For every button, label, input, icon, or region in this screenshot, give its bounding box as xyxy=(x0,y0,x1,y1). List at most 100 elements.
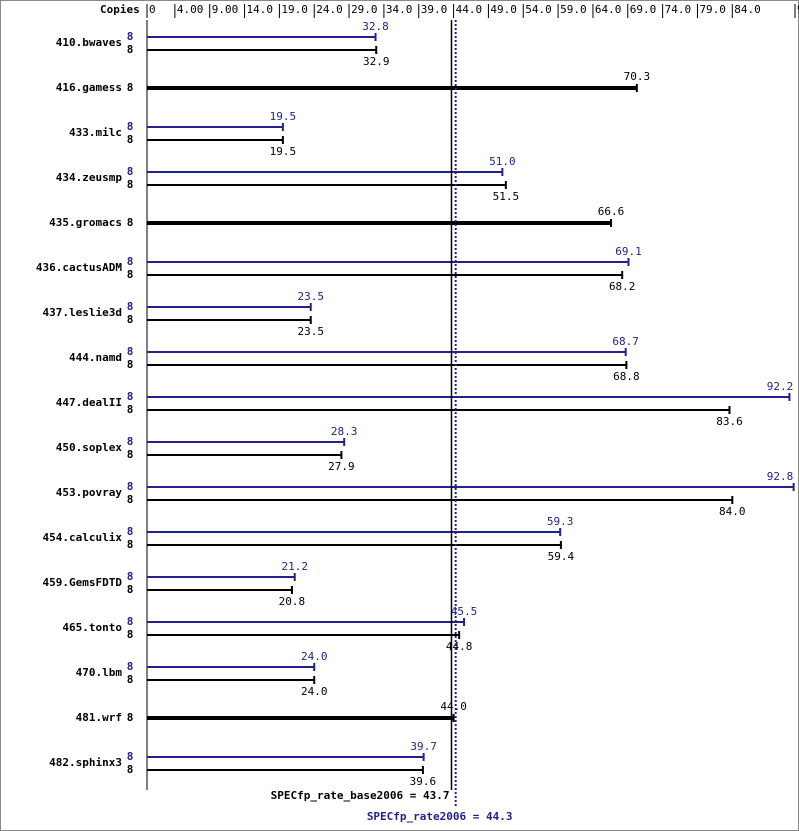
copies-label: 8 xyxy=(127,628,134,641)
bar xyxy=(147,319,311,321)
bar xyxy=(147,261,629,263)
bar xyxy=(147,49,377,51)
copies-label: 8 xyxy=(127,216,134,229)
value-label: 59.4 xyxy=(548,550,575,563)
copies-label: 8 xyxy=(127,711,134,724)
value-label: 92.2 xyxy=(767,380,794,393)
value-label: 32.8 xyxy=(362,20,389,33)
bar xyxy=(147,679,315,681)
category-label: 410.bwaves xyxy=(56,36,122,49)
copies-label: 8 xyxy=(127,255,134,268)
value-label: 69.1 xyxy=(615,245,642,258)
value-label: 19.5 xyxy=(270,110,297,123)
category-label: 435.gromacs xyxy=(49,216,122,229)
value-label: 92.8 xyxy=(767,470,794,483)
x-tick-label: 79.0 xyxy=(699,3,726,16)
value-label: 45.5 xyxy=(451,605,478,618)
x-tick-label: 49.0 xyxy=(490,3,516,16)
category-label: 453.povray xyxy=(56,486,123,499)
x-tick-label: 44.0 xyxy=(456,3,483,16)
bar xyxy=(147,221,612,225)
bar xyxy=(147,716,454,720)
bar xyxy=(147,351,626,353)
value-label: 24.0 xyxy=(301,650,328,663)
bar xyxy=(147,499,733,501)
category-label: 470.lbm xyxy=(76,666,123,679)
value-label: 23.5 xyxy=(297,325,324,338)
bar xyxy=(147,756,424,758)
value-label: 28.3 xyxy=(331,425,358,438)
reference-label: SPECfp_rate_base2006 = 43.7 xyxy=(271,789,450,802)
copies-label: 8 xyxy=(127,570,134,583)
category-label: 465.tonto xyxy=(62,621,122,634)
copies-label: 8 xyxy=(127,660,134,673)
category-label: 459.GemsFDTD xyxy=(43,576,123,589)
copies-label: 8 xyxy=(127,583,134,596)
bar xyxy=(147,531,561,533)
copies-label: 8 xyxy=(127,538,134,551)
bar xyxy=(147,621,465,623)
category-label: 447.dealII xyxy=(56,396,122,409)
bar xyxy=(147,36,376,38)
copies-label: 8 xyxy=(127,673,134,686)
value-label: 84.0 xyxy=(719,505,746,518)
x-tick-label: 19.0 xyxy=(281,3,308,16)
x-tick-label: 9.00 xyxy=(212,3,239,16)
copies-label: 8 xyxy=(127,268,134,281)
copies-label: 8 xyxy=(127,165,134,178)
bar xyxy=(147,634,460,636)
bar xyxy=(147,126,283,128)
value-label: 59.3 xyxy=(547,515,574,528)
copies-label: 8 xyxy=(127,313,134,326)
x-tick-label: 24.0 xyxy=(316,3,343,16)
bar xyxy=(147,364,627,366)
copies-label: 8 xyxy=(127,435,134,448)
reference-label: SPECfp_rate2006 = 44.3 xyxy=(367,810,513,823)
bar xyxy=(147,544,561,546)
category-label: 482.sphinx3 xyxy=(49,756,122,769)
value-label: 68.8 xyxy=(613,370,640,383)
category-label: 450.soplex xyxy=(56,441,123,454)
bar xyxy=(147,769,423,771)
x-tick-label: 54.0 xyxy=(525,3,552,16)
x-tick-label: 84.0 xyxy=(734,3,761,16)
bar xyxy=(147,486,794,488)
copies-label: 8 xyxy=(127,30,134,43)
bar xyxy=(147,86,637,90)
value-label: 32.9 xyxy=(363,55,390,68)
category-label: 434.zeusmp xyxy=(56,171,123,184)
copies-label: 8 xyxy=(127,493,134,506)
copies-label: 8 xyxy=(127,750,134,763)
value-label: 39.6 xyxy=(410,775,437,788)
value-label: 23.5 xyxy=(297,290,324,303)
x-tick-label: 39.0 xyxy=(421,3,448,16)
value-label: 66.6 xyxy=(598,205,625,218)
copies-label: 8 xyxy=(127,390,134,403)
category-label: 481.wrf xyxy=(76,711,122,724)
x-tick-label: 34.0 xyxy=(386,3,413,16)
value-label: 39.7 xyxy=(410,740,437,753)
value-label: 51.5 xyxy=(493,190,520,203)
copies-label: 8 xyxy=(127,763,134,776)
bar xyxy=(147,441,345,443)
x-tick-label: 29.0 xyxy=(351,3,378,16)
x-tick-label: 69.0 xyxy=(630,3,657,16)
copies-label: 8 xyxy=(127,403,134,416)
category-label: 436.cactusADM xyxy=(36,261,122,274)
copies-label: 8 xyxy=(127,345,134,358)
x-tick-label: 14.0 xyxy=(247,3,274,16)
copies-label: 8 xyxy=(127,178,134,191)
value-label: 27.9 xyxy=(328,460,355,473)
bar xyxy=(147,274,623,276)
copies-label: 8 xyxy=(127,448,134,461)
category-label: 433.milc xyxy=(69,126,122,139)
bar xyxy=(147,139,283,141)
x-tick-label: 74.0 xyxy=(665,3,692,16)
copies-label: 8 xyxy=(127,358,134,371)
value-label: 51.0 xyxy=(489,155,516,168)
value-label: 44.0 xyxy=(440,700,467,713)
bar xyxy=(147,454,342,456)
copies-label: 8 xyxy=(127,480,134,493)
